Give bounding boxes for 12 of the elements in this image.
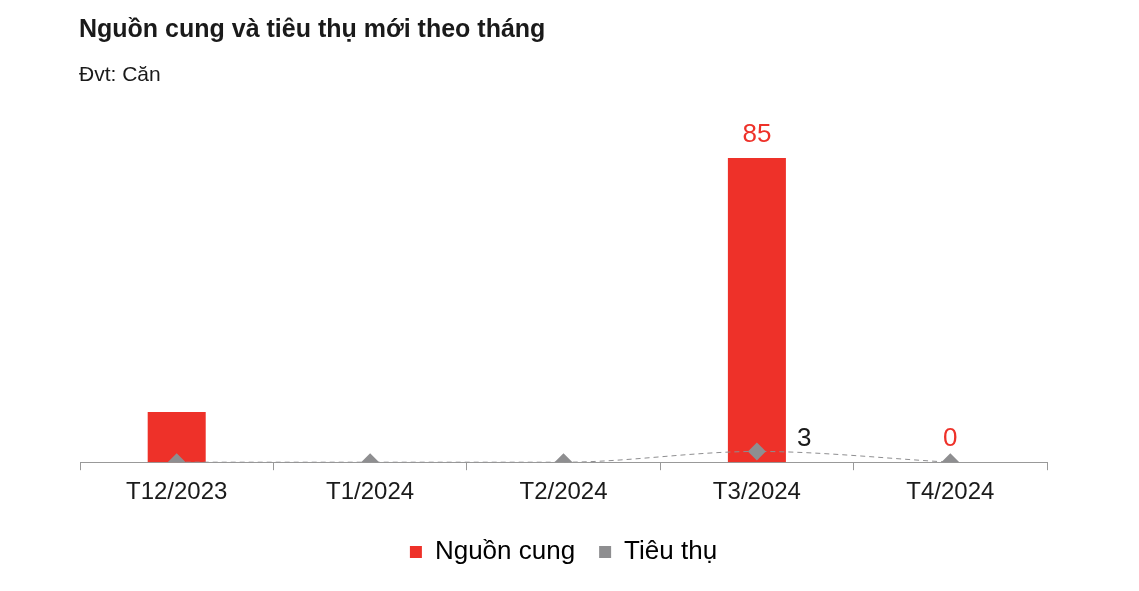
legend-label: Tiêu thụ xyxy=(624,535,718,566)
chart-title: Nguồn cung và tiêu thụ mới theo tháng xyxy=(79,14,546,43)
x-tick-label: T1/2024 xyxy=(326,477,415,505)
x-tick-label: T4/2024 xyxy=(906,477,995,505)
data-label: 85 xyxy=(742,118,772,149)
data-label: 0 xyxy=(943,422,958,453)
x-tick-label: T12/2023 xyxy=(125,477,228,505)
data-label: 3 xyxy=(796,421,812,452)
chart-subtitle: Đvt: Căn xyxy=(79,62,161,86)
legend-label: Nguồn cung xyxy=(434,535,576,566)
x-tick-label: T2/2024 xyxy=(519,477,608,505)
x-tick-label: T3/2024 xyxy=(712,477,801,505)
